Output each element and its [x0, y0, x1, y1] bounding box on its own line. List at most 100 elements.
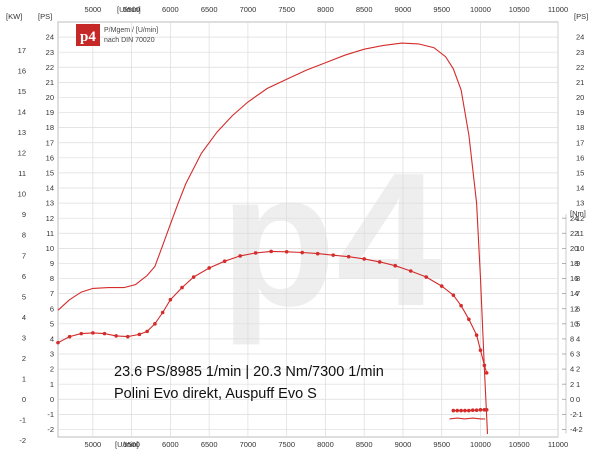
nm-tick-label: 20	[570, 244, 578, 253]
kw-tick-label: 5	[22, 292, 26, 301]
series-point	[331, 253, 335, 257]
ps-unit-label: [PS]	[38, 12, 52, 21]
ps-tick-label: 4	[50, 335, 54, 344]
ps-tick-label-right: 19	[576, 108, 584, 117]
result-caption: 23.6 PS/8985 1/min | 20.3 Nm/7300 1/min	[114, 364, 384, 380]
series-point	[463, 408, 467, 413]
series-line-4	[449, 417, 486, 420]
x-tick-label-top: 9000	[395, 5, 412, 14]
ps-tick-label: 20	[46, 93, 54, 102]
ps-tick-label-right: 2	[576, 365, 580, 374]
ps-tick-label: 24	[46, 33, 54, 42]
kw-unit-label: [KW]	[6, 12, 22, 21]
series-point	[346, 254, 351, 259]
ps-tick-label-right: 1	[576, 380, 580, 389]
ps-tick-label-right: 7	[576, 289, 580, 298]
ps-tick-label: 17	[46, 138, 54, 147]
ps-tick-label-right: 16	[576, 153, 584, 162]
nm-tick-label: 12	[570, 304, 578, 313]
x-tick-label-bottom: 10000	[470, 440, 491, 449]
kw-tick-label: 12	[18, 149, 26, 158]
legend-title: P/Mgem / [U/min]	[104, 27, 158, 34]
x-tick-label-top: 5000	[85, 5, 102, 14]
series-point	[269, 249, 273, 254]
x-tick-label-bottom: 6000	[162, 440, 179, 449]
series-point	[253, 251, 258, 255]
x-tick-label-bottom: 10500	[509, 440, 530, 449]
nm-tick-label: 14	[570, 289, 578, 298]
ps-tick-label-right: 10	[576, 244, 584, 253]
x-tick-label-bottom: 6500	[201, 440, 218, 449]
series-point	[408, 269, 413, 273]
kw-tick-label: 8	[22, 231, 26, 240]
series-point	[474, 333, 479, 337]
nm-tick-label: 6	[570, 350, 574, 359]
kw-tick-label: 1	[22, 374, 26, 383]
kw-tick-label: 6	[22, 272, 26, 281]
ps-tick-label-right: 3	[576, 350, 580, 359]
ps-tick-label-right: 17	[576, 138, 584, 147]
series-point	[67, 334, 72, 339]
nm-tick-label: 2	[570, 380, 574, 389]
nm-unit-label: [Nm]	[570, 209, 586, 218]
x-tick-label-top: 7500	[278, 5, 295, 14]
series-point	[145, 329, 149, 334]
x-tick-label-top: 9500	[433, 5, 450, 14]
series-point	[424, 275, 429, 279]
x-tick-label-bottom: 11000	[548, 440, 568, 449]
ps-tick-label: 2	[50, 365, 54, 374]
series-point	[484, 408, 489, 412]
series-point	[91, 331, 95, 335]
series-point	[482, 363, 487, 368]
kw-tick-label: 7	[22, 251, 26, 260]
series-point	[439, 284, 444, 288]
series-point	[451, 408, 456, 413]
kw-tick-label: 17	[18, 46, 26, 55]
kw-tick-label: -1	[19, 415, 26, 424]
kw-tick-label: 10	[18, 190, 26, 199]
series-point	[470, 408, 475, 413]
logo-text: p4	[80, 29, 96, 45]
ps-tick-label: 16	[46, 153, 54, 162]
series-point	[478, 408, 483, 412]
x-tick-label-bottom: 8500	[356, 440, 373, 449]
series-point	[56, 340, 60, 345]
kw-tick-label: 15	[18, 87, 26, 96]
ps-tick-label: 11	[46, 229, 54, 238]
watermark: p4	[220, 134, 442, 346]
ps-tick-label: 3	[50, 350, 54, 359]
kw-tick-label: 9	[22, 210, 26, 219]
ps-tick-label-right: 13	[576, 199, 584, 208]
series-point	[393, 263, 398, 268]
kw-tick-label: 11	[18, 169, 26, 178]
nm-tick-label: 18	[570, 259, 578, 268]
series-point	[168, 297, 173, 302]
ps-tick-label-right: -1	[576, 410, 583, 419]
ps-tick-label: 15	[46, 169, 54, 178]
series-point	[191, 275, 196, 279]
legend: p4 P/Mgem / [U/min] nach DIN 70020	[76, 24, 158, 46]
kw-tick-label: 0	[22, 395, 26, 404]
ps-tick-label-right: 23	[576, 48, 584, 57]
ps-tick-label: -2	[47, 425, 54, 434]
x-unit-label-bottom: [U/min]	[115, 440, 139, 449]
x-tick-label-bottom: 5500	[123, 440, 140, 449]
series-point	[478, 348, 483, 353]
ps-tick-label-right: 11	[576, 229, 584, 238]
kw-tick-label: 4	[22, 313, 26, 322]
nm-tick-label: 8	[570, 335, 574, 344]
ps-tick-label-right: 6	[576, 304, 580, 313]
ps-tick-label-right: 22	[576, 63, 584, 72]
series-point	[459, 408, 463, 413]
nm-tick-label: 0	[570, 395, 574, 404]
ps-tick-label: 9	[50, 259, 54, 268]
ps-tick-label: 8	[50, 274, 54, 283]
series-point	[180, 285, 184, 290]
ps-tick-label-right: 8	[576, 274, 580, 283]
kw-tick-label: -2	[19, 436, 26, 445]
ps-tick-label-right: 20	[576, 93, 584, 102]
ps-tick-label-right: 21	[576, 78, 584, 87]
series-point	[484, 371, 489, 375]
kw-tick-label: 13	[18, 128, 26, 137]
